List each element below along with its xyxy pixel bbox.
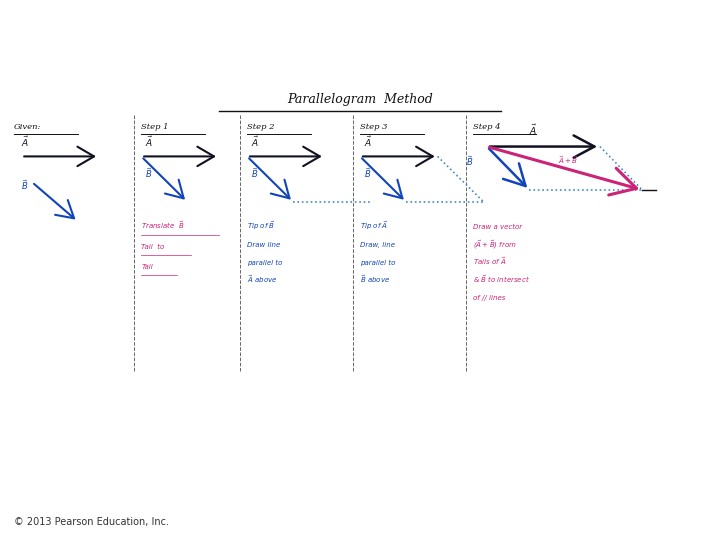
Text: $\vec{A}$: $\vec{A}$ (145, 134, 153, 149)
Text: $\vec{A}$: $\vec{A}$ (251, 134, 258, 149)
Text: ($\vec{A}+\vec{B}$) from: ($\vec{A}+\vec{B}$) from (473, 238, 517, 251)
Text: $\vec{B}$: $\vec{B}$ (364, 166, 371, 180)
Text: © 2013 Pearson Education, Inc.: © 2013 Pearson Education, Inc. (14, 517, 169, 527)
Text: Given:: Given: (14, 123, 42, 131)
Text: $\vec{B}$: $\vec{B}$ (145, 166, 152, 180)
Text: Tip of $\vec{A}$: Tip of $\vec{A}$ (360, 220, 388, 232)
Text: & $\vec{B}$ to intersect: & $\vec{B}$ to intersect (473, 273, 530, 285)
Text: $\vec{A}$: $\vec{A}$ (529, 123, 537, 137)
Text: Draw a vector: Draw a vector (473, 224, 522, 231)
Text: $\vec{B}$: $\vec{B}$ (466, 154, 473, 168)
Text: Tip of $\vec{B}$: Tip of $\vec{B}$ (247, 220, 275, 232)
Text: $\vec{A}$ above: $\vec{A}$ above (247, 273, 278, 285)
Text: Tails of $\vec{A}$: Tails of $\vec{A}$ (473, 255, 506, 267)
Text: Draw, line: Draw, line (360, 242, 395, 248)
Text: Translate  $\vec{B}$: Translate $\vec{B}$ (141, 220, 185, 231)
Text: Step 4: Step 4 (473, 123, 500, 131)
Text: $\vec{B}$ above: $\vec{B}$ above (360, 273, 390, 285)
Text: $\vec{B}$: $\vec{B}$ (22, 178, 29, 192)
Text: parallel to: parallel to (360, 260, 395, 266)
Text: Step 1: Step 1 (141, 123, 168, 131)
Text: $\vec{B}$: $\vec{B}$ (251, 166, 258, 180)
Text: $\vec{A}+\vec{B}$: $\vec{A}+\vec{B}$ (557, 155, 577, 166)
Text: Step 3: Step 3 (360, 123, 387, 131)
Text: Parallelogram Method: Parallelogram Method (221, 12, 499, 32)
Text: of // lines: of // lines (473, 295, 505, 301)
Text: Parallelogram  Method: Parallelogram Method (287, 93, 433, 106)
Text: $\vec{A}$: $\vec{A}$ (364, 134, 372, 149)
Text: $\vec{A}$: $\vec{A}$ (22, 134, 30, 149)
Text: Tail: Tail (141, 264, 153, 270)
Text: Step 2: Step 2 (247, 123, 274, 131)
Text: Draw line: Draw line (247, 242, 280, 248)
Text: parallel to: parallel to (247, 260, 282, 266)
Text: Tail  to: Tail to (141, 244, 164, 250)
